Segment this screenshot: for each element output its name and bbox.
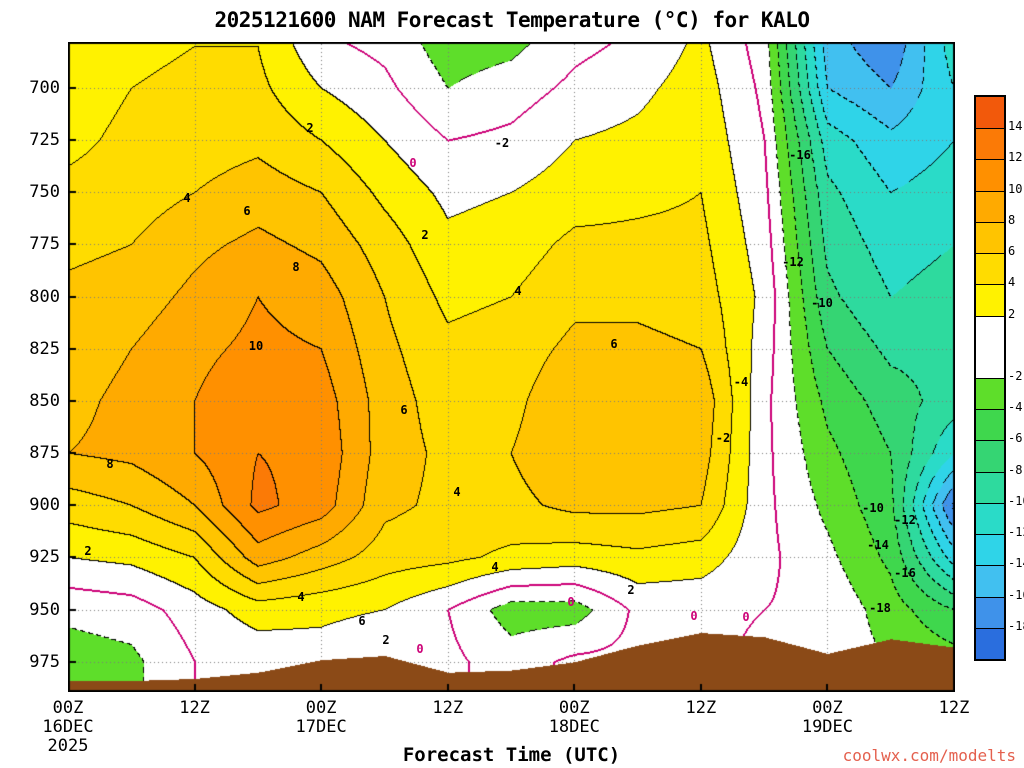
colorbar-tick-label: -6 <box>1008 431 1023 446</box>
y-tick-label: 725 <box>29 130 60 151</box>
colorbar-cell <box>976 315 1004 378</box>
colorbar-cell <box>976 97 1004 129</box>
y-tick-label: 900 <box>29 495 60 516</box>
x-date-label: 18DEC <box>548 717 600 737</box>
x-date-label: 17DEC <box>295 717 347 737</box>
colorbar-tick-label: 8 <box>1008 212 1016 227</box>
colorbar-tick-label: 2 <box>1008 306 1016 321</box>
watermark: coolwx.com/modelts <box>842 746 1016 765</box>
colorbar-cell <box>976 471 1004 503</box>
y-tick-label: 925 <box>29 547 60 568</box>
contour-label: 6 <box>243 204 251 218</box>
contour-label: 4 <box>183 191 191 205</box>
colorbar-cell <box>976 409 1004 441</box>
colorbar-tick-label: 4 <box>1008 275 1016 290</box>
x-tick-label: 12Z <box>938 698 970 718</box>
x-tick-label: 00Z <box>558 698 590 718</box>
x-year-label: 2025 <box>47 736 89 756</box>
y-tick-label: 800 <box>29 286 60 307</box>
colorbar-tick-label: -8 <box>1008 462 1023 477</box>
colorbar-cell <box>976 596 1004 628</box>
y-tick-label: 950 <box>29 599 60 620</box>
chart-title: 2025121600 NAM Forecast Temperature (°C)… <box>214 8 810 32</box>
colorbar-cell <box>976 221 1004 254</box>
colorbar-tick-label: 12 <box>1008 150 1023 165</box>
y-tick-label: 825 <box>29 338 60 359</box>
contour-label: 2 <box>306 121 314 135</box>
contour-label: -10 <box>811 296 833 310</box>
contour-label: -4 <box>733 375 749 389</box>
y-tick-label: 700 <box>29 77 60 98</box>
contour-label: -2 <box>715 431 731 445</box>
contour-label: 0 <box>742 610 750 624</box>
colorbar-cell <box>976 440 1004 472</box>
x-tick-label: 00Z <box>52 698 84 718</box>
contour-label: 2 <box>627 583 635 597</box>
y-tick-label: 775 <box>29 234 60 255</box>
colorbar-cell <box>976 627 1004 659</box>
x-tick-label: 00Z <box>305 698 337 718</box>
contour-label: 2 <box>382 633 390 647</box>
x-axis-title: Forecast Time (UTC) <box>402 744 621 766</box>
contour-label: -10 <box>862 501 884 515</box>
contour-label: -2 <box>494 136 510 150</box>
contour-label: 2 <box>84 544 92 558</box>
contour-label: 4 <box>491 560 499 574</box>
y-tick-label: 850 <box>29 390 60 411</box>
colorbar-tick-label: 10 <box>1008 181 1023 196</box>
colorbar-tick-label: 6 <box>1008 244 1016 259</box>
x-tick-label: 00Z <box>812 698 843 718</box>
contour-label: 0 <box>409 156 417 170</box>
colorbar-cell <box>976 377 1004 410</box>
contour-label: 4 <box>297 590 305 604</box>
colorbar-tick-label: -10 <box>1008 493 1024 508</box>
x-tick-label: 12Z <box>685 698 717 718</box>
colorbar-cell <box>976 253 1004 285</box>
contour-label: 4 <box>514 284 522 298</box>
colorbar-tick-label: -2 <box>1008 369 1023 383</box>
contour-label: 2 <box>421 228 429 242</box>
contour-label: 6 <box>400 403 408 417</box>
contour-label: -12 <box>782 255 804 269</box>
contour-label: 6 <box>358 614 366 628</box>
colorbar-cell <box>976 565 1004 597</box>
x-date-label: 16DEC <box>42 717 94 737</box>
contour-label: 0 <box>567 595 575 609</box>
contour-label: -16 <box>789 148 811 162</box>
y-tick-label: 875 <box>29 443 60 464</box>
colorbar-cell <box>976 128 1004 160</box>
colorbar-tick-label: -16 <box>1008 587 1024 602</box>
contour-label: 8 <box>292 260 300 274</box>
colorbar-cell <box>976 190 1004 222</box>
contour-label: 8 <box>106 457 114 471</box>
colorbar-cell <box>976 502 1004 535</box>
colorbar-cell <box>976 159 1004 191</box>
contour-label: -14 <box>867 538 889 552</box>
y-tick-label: 750 <box>29 182 60 203</box>
contour-label: -16 <box>894 566 916 580</box>
colorbar <box>974 95 1006 661</box>
contour-label: -18 <box>869 601 891 615</box>
x-tick-label: 12Z <box>179 698 210 718</box>
contour-label: -12 <box>894 513 916 527</box>
contour-plot-canvas <box>68 42 955 692</box>
contour-label: 4 <box>453 485 461 499</box>
colorbar-cell <box>976 284 1004 316</box>
contour-label: 10 <box>248 339 264 353</box>
contour-label: 0 <box>416 642 424 656</box>
colorbar-tick-label: -18 <box>1008 618 1024 633</box>
contour-label: 0 <box>690 609 698 623</box>
colorbar-tick-label: -12 <box>1008 525 1024 540</box>
y-tick-label: 975 <box>29 651 60 672</box>
colorbar-cell <box>976 534 1004 566</box>
x-tick-label: 12Z <box>432 698 464 718</box>
colorbar-tick-label: -14 <box>1008 556 1024 571</box>
colorbar-tick-label: 14 <box>1008 119 1023 134</box>
x-date-label: 19DEC <box>801 717 854 737</box>
colorbar-tick-label: -4 <box>1008 400 1023 415</box>
contour-label: 6 <box>610 337 618 351</box>
